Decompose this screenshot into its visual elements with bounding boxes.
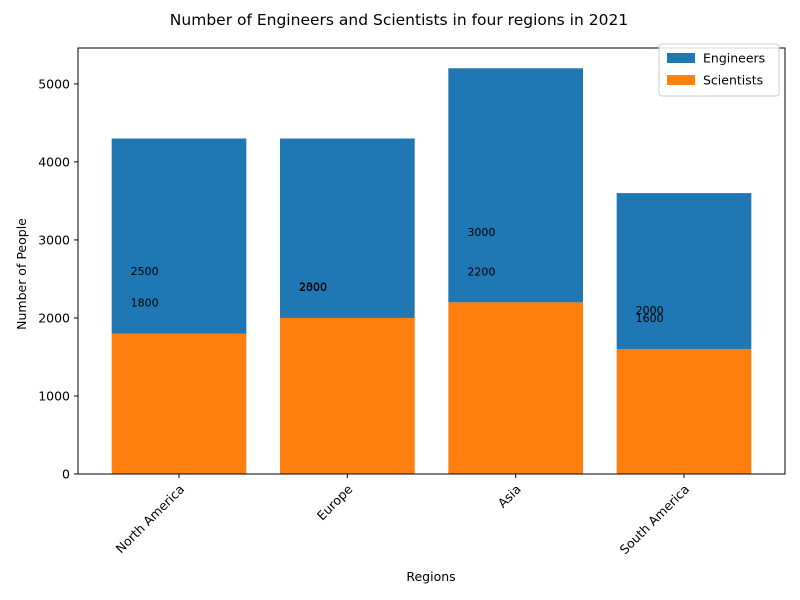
- bar-engineers-2: [448, 68, 583, 303]
- data-label-engineers-2: 3000: [467, 226, 495, 239]
- data-label-scientists-3: 1600: [636, 312, 664, 325]
- bar-scientists-2: [448, 302, 583, 474]
- bar-engineers-3: [616, 193, 752, 350]
- data-label-engineers-1: 2300: [299, 281, 327, 294]
- bar-scientists-1: [280, 317, 415, 474]
- bar-engineers-1: [280, 138, 415, 318]
- y-tick-label-3: 3000: [38, 232, 70, 247]
- bar-engineers-0: [111, 138, 247, 334]
- y-axis-label: Number of People: [14, 218, 29, 330]
- legend-swatch-0: [667, 53, 695, 63]
- bars-layer: [111, 68, 752, 474]
- x-axis-label: Regions: [406, 569, 455, 584]
- data-label-scientists-2: 2200: [467, 265, 495, 278]
- legend: Engineers Scientists: [658, 43, 780, 97]
- legend-label-0: Engineers: [703, 51, 765, 66]
- chart-title: Number of Engineers and Scientists in fo…: [170, 11, 628, 29]
- data-label-engineers-3: 2000: [636, 304, 664, 317]
- data-label-engineers-0: 2500: [131, 265, 159, 278]
- y-tick-label-1: 1000: [38, 388, 70, 403]
- y-tick-label-2: 2000: [38, 310, 70, 325]
- legend-label-1: Scientists: [703, 73, 763, 88]
- y-tick-label-4: 4000: [38, 154, 70, 169]
- bar-scientists-3: [616, 349, 752, 474]
- legend-swatch-1: [667, 75, 695, 85]
- y-tick-label-5: 5000: [38, 76, 70, 91]
- bar-scientists-0: [111, 333, 247, 474]
- plot-frame: [77, 47, 786, 475]
- data-label-scientists-0: 1800: [131, 297, 159, 310]
- data-label-scientists-1: 2000: [299, 281, 327, 294]
- y-tick-label-0: 0: [62, 467, 70, 482]
